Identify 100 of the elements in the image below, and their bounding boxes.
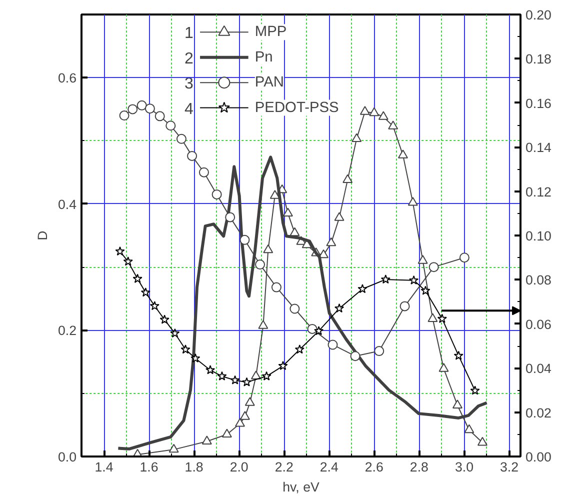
point — [420, 286, 430, 295]
point — [166, 120, 176, 131]
point — [374, 346, 384, 356]
point — [398, 150, 408, 158]
point — [250, 370, 261, 380]
x-tick-label: 1.6 — [140, 460, 158, 474]
point — [263, 244, 274, 254]
point — [360, 106, 370, 115]
y2-tick-label: 0.02 — [526, 405, 552, 420]
point — [205, 365, 216, 374]
legend-label: Pn — [254, 49, 273, 66]
point — [428, 262, 439, 272]
point — [230, 375, 240, 384]
x-tick-label: 2.4 — [320, 460, 339, 474]
point — [378, 111, 388, 120]
y2-tick-label: 0.20 — [526, 8, 552, 22]
point — [438, 363, 449, 372]
x-tick-label: 2.6 — [364, 460, 384, 474]
point — [350, 351, 360, 362]
x-axis-title: hv, eV — [282, 480, 320, 494]
y2-tick-label: 0.04 — [526, 361, 552, 376]
y-axis-title: D — [34, 230, 50, 240]
x-tick-label: 2.2 — [274, 460, 294, 474]
legend-label: PEDOT-PSS — [254, 100, 340, 116]
point — [408, 196, 418, 206]
point — [140, 288, 150, 297]
point — [242, 377, 252, 386]
point — [452, 400, 462, 408]
point — [160, 314, 170, 324]
point — [212, 189, 222, 200]
point — [202, 436, 212, 444]
point — [278, 360, 288, 370]
point — [307, 324, 318, 334]
point — [176, 134, 186, 144]
point — [358, 284, 368, 294]
point — [352, 133, 362, 142]
point — [400, 301, 410, 312]
point — [334, 212, 344, 221]
y2-tick-label: 0.18 — [526, 52, 552, 67]
x-tick-label: 1.4 — [94, 460, 114, 474]
point — [258, 320, 268, 329]
x-tick-label: 1.8 — [184, 460, 204, 474]
point — [244, 397, 255, 406]
annotation: 3 — [184, 76, 194, 93]
point — [409, 275, 419, 285]
x-tick-label: 2.0 — [230, 460, 248, 474]
point — [437, 314, 447, 323]
point — [477, 436, 488, 446]
point — [119, 110, 130, 121]
point — [170, 328, 180, 338]
point — [290, 227, 300, 236]
annotation: 2 — [184, 50, 194, 68]
point — [128, 104, 138, 114]
annotation: 4 — [184, 100, 194, 118]
y2-tick-label: 0.14 — [526, 140, 552, 156]
point — [198, 167, 209, 178]
point — [225, 212, 236, 222]
point — [222, 428, 232, 438]
point — [144, 104, 155, 114]
point — [150, 301, 160, 310]
y-tick-label: 0.0 — [58, 450, 77, 464]
point — [262, 371, 272, 380]
y2-tick-label: 0.12 — [526, 184, 552, 200]
annotation: 1 — [184, 25, 194, 42]
point — [115, 246, 125, 256]
point — [271, 282, 282, 292]
y2-tick-label: 0.10 — [526, 228, 552, 244]
point — [290, 304, 300, 314]
y2-tick-label: 0.06 — [526, 316, 552, 332]
y2-tick-label: 0.16 — [526, 96, 552, 111]
x-tick-label: 3.0 — [454, 460, 474, 474]
x-tick-label: 2.8 — [410, 460, 428, 474]
y2-tick-label: 0.08 — [526, 272, 552, 288]
legend-label: MPP — [254, 24, 287, 40]
point — [380, 274, 390, 284]
point — [132, 274, 142, 283]
point — [217, 371, 227, 380]
point — [334, 303, 344, 313]
point — [428, 313, 438, 322]
point — [123, 256, 133, 266]
y2-tick-label: 0.00 — [526, 450, 552, 464]
point — [180, 344, 190, 354]
point — [326, 237, 336, 246]
point — [464, 424, 474, 434]
point — [190, 353, 200, 363]
point — [240, 234, 250, 245]
y-tick-label: 0.6 — [58, 70, 77, 86]
x-tick-label: 3.2 — [500, 460, 519, 474]
point — [187, 150, 198, 161]
point — [136, 100, 147, 110]
point — [294, 344, 304, 354]
point — [282, 208, 293, 216]
point — [314, 326, 324, 336]
point — [459, 252, 470, 263]
y-tick-label: 0.4 — [58, 196, 78, 212]
y-tick-label: 0.2 — [58, 323, 77, 338]
point — [255, 260, 266, 270]
point — [470, 386, 480, 395]
point — [388, 120, 398, 130]
point — [234, 418, 245, 427]
